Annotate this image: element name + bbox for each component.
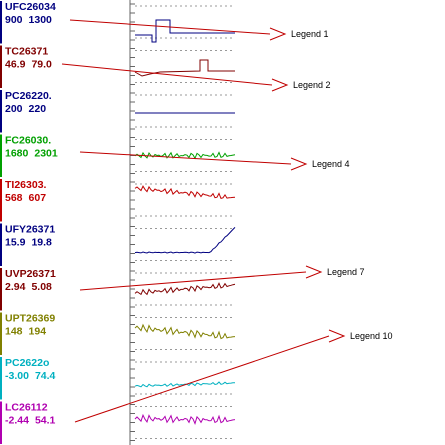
- trace: [134, 413, 236, 425]
- tag-label: UFY26371: [5, 224, 55, 236]
- range-high: 194: [29, 326, 47, 338]
- tag-label: PC2622o: [5, 357, 49, 369]
- range-high: 54.1: [35, 415, 56, 427]
- range-low: 1680: [5, 148, 29, 160]
- range-low: -3.00: [5, 370, 29, 382]
- tag-label: LC26112: [5, 402, 48, 414]
- range-label: 2.94 5.08: [5, 281, 52, 293]
- trace: [134, 323, 236, 340]
- tag-label: UFC26034: [5, 1, 56, 13]
- range-low: 568: [5, 192, 23, 204]
- tag-label: TI26303.: [5, 179, 47, 191]
- range-label: 148 194: [5, 326, 46, 338]
- trace: [134, 381, 236, 388]
- trace: [134, 282, 236, 296]
- callout-line: [61, 63, 273, 86]
- range-low: 2.94: [5, 281, 26, 293]
- range-high: 607: [29, 192, 47, 204]
- tag-label: FC26030.: [5, 135, 51, 147]
- range-label: 46.9 79.0: [5, 59, 52, 71]
- tag-label: UPT26369: [5, 313, 55, 325]
- callout-arrow: [305, 265, 323, 279]
- range-low: 46.9: [5, 59, 26, 71]
- range-label: -3.00 74.4: [5, 370, 56, 382]
- callout-line: [69, 19, 271, 35]
- callout-arrow: [290, 157, 308, 171]
- callout-arrow: [271, 78, 289, 92]
- callout-arrow: [269, 27, 287, 41]
- range-high: 1300: [29, 14, 53, 26]
- range-label: -2.44 54.1: [5, 415, 56, 427]
- range-high: 220: [29, 103, 47, 115]
- range-label: 200 220: [5, 103, 46, 115]
- tag-label: UVP26371: [5, 268, 56, 280]
- range-low: 148: [5, 326, 23, 338]
- callout-label: Legend 4: [312, 159, 350, 169]
- trace: [134, 185, 236, 200]
- callout-label: Legend 1: [291, 29, 329, 39]
- range-label: 568 607: [5, 192, 46, 204]
- range-high: 5.08: [31, 281, 52, 293]
- range-label: 900 1300: [5, 14, 52, 26]
- range-low: 200: [5, 103, 23, 115]
- callout-line: [74, 335, 330, 423]
- range-label: 15.9 19.8: [5, 237, 52, 249]
- range-low: 900: [5, 14, 23, 26]
- callout-arrow: [328, 329, 346, 343]
- range-low: -2.44: [5, 415, 29, 427]
- range-high: 79.0: [31, 59, 52, 71]
- range-low: 15.9: [5, 237, 26, 249]
- range-high: 74.4: [35, 370, 56, 382]
- range-high: 2301: [34, 148, 58, 160]
- callout-line: [79, 151, 292, 165]
- range-high: 19.8: [31, 237, 52, 249]
- range-label: 1680 2301: [5, 148, 58, 160]
- tag-label: TC26371: [5, 46, 48, 58]
- trace: [135, 19, 235, 43]
- trace: [134, 227, 236, 254]
- callout-label: Legend 7: [327, 267, 365, 277]
- callout-label: Legend 2: [293, 80, 331, 90]
- tag-label: PC26220.: [5, 90, 52, 102]
- trace: [134, 59, 235, 77]
- callout-line: [79, 271, 307, 291]
- callout-label: Legend 10: [350, 331, 393, 341]
